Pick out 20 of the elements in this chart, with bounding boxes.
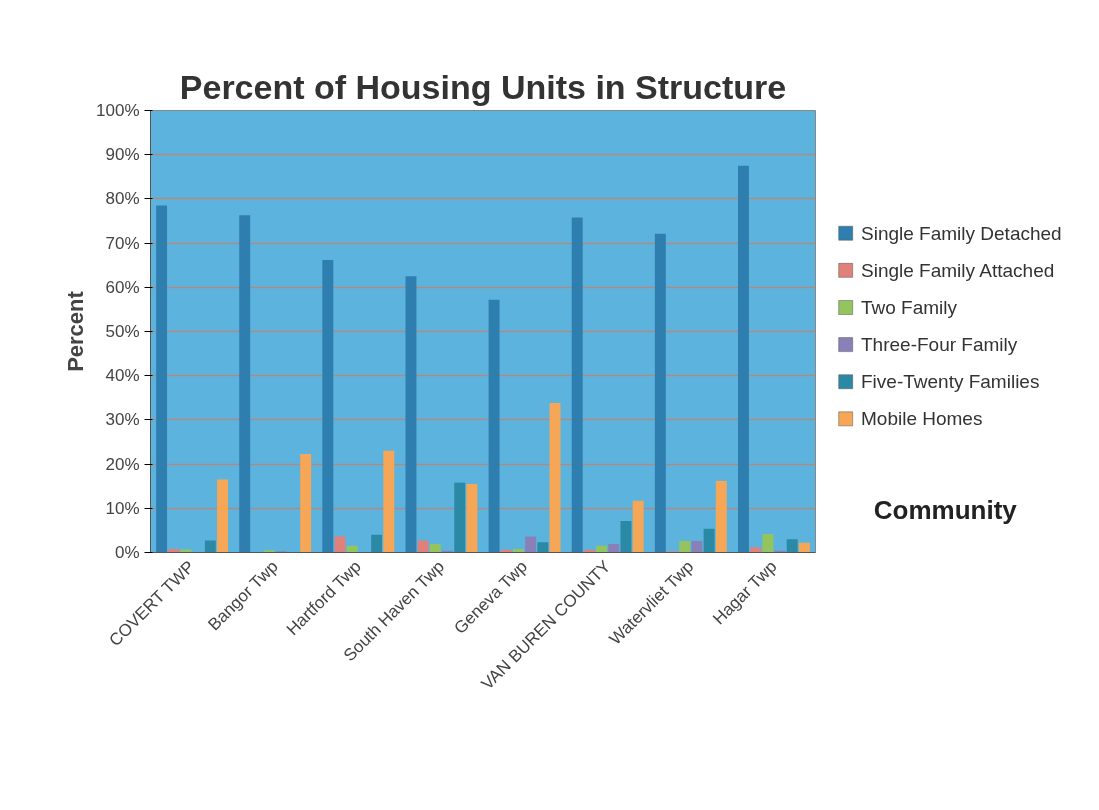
y-tick-label: 30% — [105, 410, 140, 430]
y-tick-label: 80% — [105, 189, 140, 209]
x-axis-title: Community — [873, 495, 1018, 526]
y-tick-label: 90% — [105, 145, 140, 165]
y-axis-title: Percent — [63, 290, 89, 372]
legend-label: Single Family Detached — [861, 222, 1062, 244]
y-tick-label: 0% — [114, 543, 140, 562]
y-tick-label: 40% — [105, 366, 140, 386]
legend-label: Mobile Homes — [861, 408, 983, 430]
legend-label: Two Family — [861, 296, 958, 318]
y-tick-label: 100% — [96, 101, 140, 120]
legend-label: Single Family Attached — [861, 259, 1055, 281]
y-tick-label: 20% — [105, 454, 140, 474]
legend-label: Three-Four Family — [861, 334, 1018, 356]
y-tick-label: 60% — [105, 277, 140, 297]
legend-label: Five-Twenty Families — [861, 371, 1040, 393]
y-tick-label: 10% — [105, 498, 140, 518]
chart-title: Percent of Housing Units in Structure — [179, 67, 787, 106]
y-tick-label: 70% — [105, 233, 140, 253]
y-tick-label: 50% — [105, 322, 140, 341]
